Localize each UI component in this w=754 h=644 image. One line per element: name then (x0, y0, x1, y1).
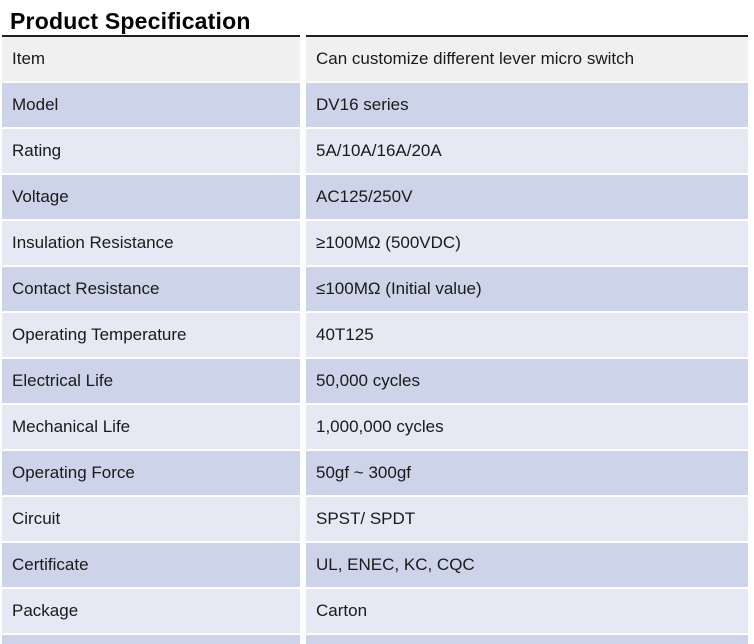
table-row: Electrical Life 50,000 cycles (2, 359, 748, 403)
row-value: AC125/250V (306, 175, 748, 219)
row-value: ≥100MΩ (500VDC) (306, 221, 748, 265)
table-row: Model DV16 series (2, 83, 748, 127)
page-title: Product Specification (10, 8, 251, 34)
row-value: UL, ENEC, KC, CQC (306, 543, 748, 587)
row-value (306, 635, 748, 644)
row-value: Carton (306, 589, 748, 633)
row-label (2, 635, 300, 644)
table-row: Circuit SPST/ SPDT (2, 497, 748, 541)
row-label: Certificate (2, 543, 300, 587)
row-label: Voltage (2, 175, 300, 219)
table-row: Package Carton (2, 589, 748, 633)
row-label: Operating Temperature (2, 313, 300, 357)
row-value: Can customize different lever micro swit… (306, 35, 748, 81)
row-label: Package (2, 589, 300, 633)
row-label: Insulation Resistance (2, 221, 300, 265)
next-row-partial (2, 635, 748, 644)
row-label: Mechanical Life (2, 405, 300, 449)
row-value: 50,000 cycles (306, 359, 748, 403)
row-value: 5A/10A/16A/20A (306, 129, 748, 173)
row-label: Model (2, 83, 300, 127)
table-row: Item Can customize different lever micro… (2, 35, 748, 81)
table-row: Mechanical Life 1,000,000 cycles (2, 405, 748, 449)
table-row: Insulation Resistance ≥100MΩ (500VDC) (2, 221, 748, 265)
table-row: Operating Temperature 40T125 (2, 313, 748, 357)
row-label: Rating (2, 129, 300, 173)
row-value: 50gf ~ 300gf (306, 451, 748, 495)
spec-table: Item Can customize different lever micro… (2, 35, 748, 644)
row-value: DV16 series (306, 83, 748, 127)
table-row: Rating 5A/10A/16A/20A (2, 129, 748, 173)
table-row: Operating Force 50gf ~ 300gf (2, 451, 748, 495)
row-label: Circuit (2, 497, 300, 541)
row-value: 1,000,000 cycles (306, 405, 748, 449)
table-row: Voltage AC125/250V (2, 175, 748, 219)
row-label: Operating Force (2, 451, 300, 495)
table-row: Contact Resistance ≤100MΩ (Initial value… (2, 267, 748, 311)
table-row: Certificate UL, ENEC, KC, CQC (2, 543, 748, 587)
row-label: Item (2, 35, 300, 81)
row-label: Contact Resistance (2, 267, 300, 311)
row-label: Electrical Life (2, 359, 300, 403)
row-value: SPST/ SPDT (306, 497, 748, 541)
row-value: ≤100MΩ (Initial value) (306, 267, 748, 311)
row-value: 40T125 (306, 313, 748, 357)
